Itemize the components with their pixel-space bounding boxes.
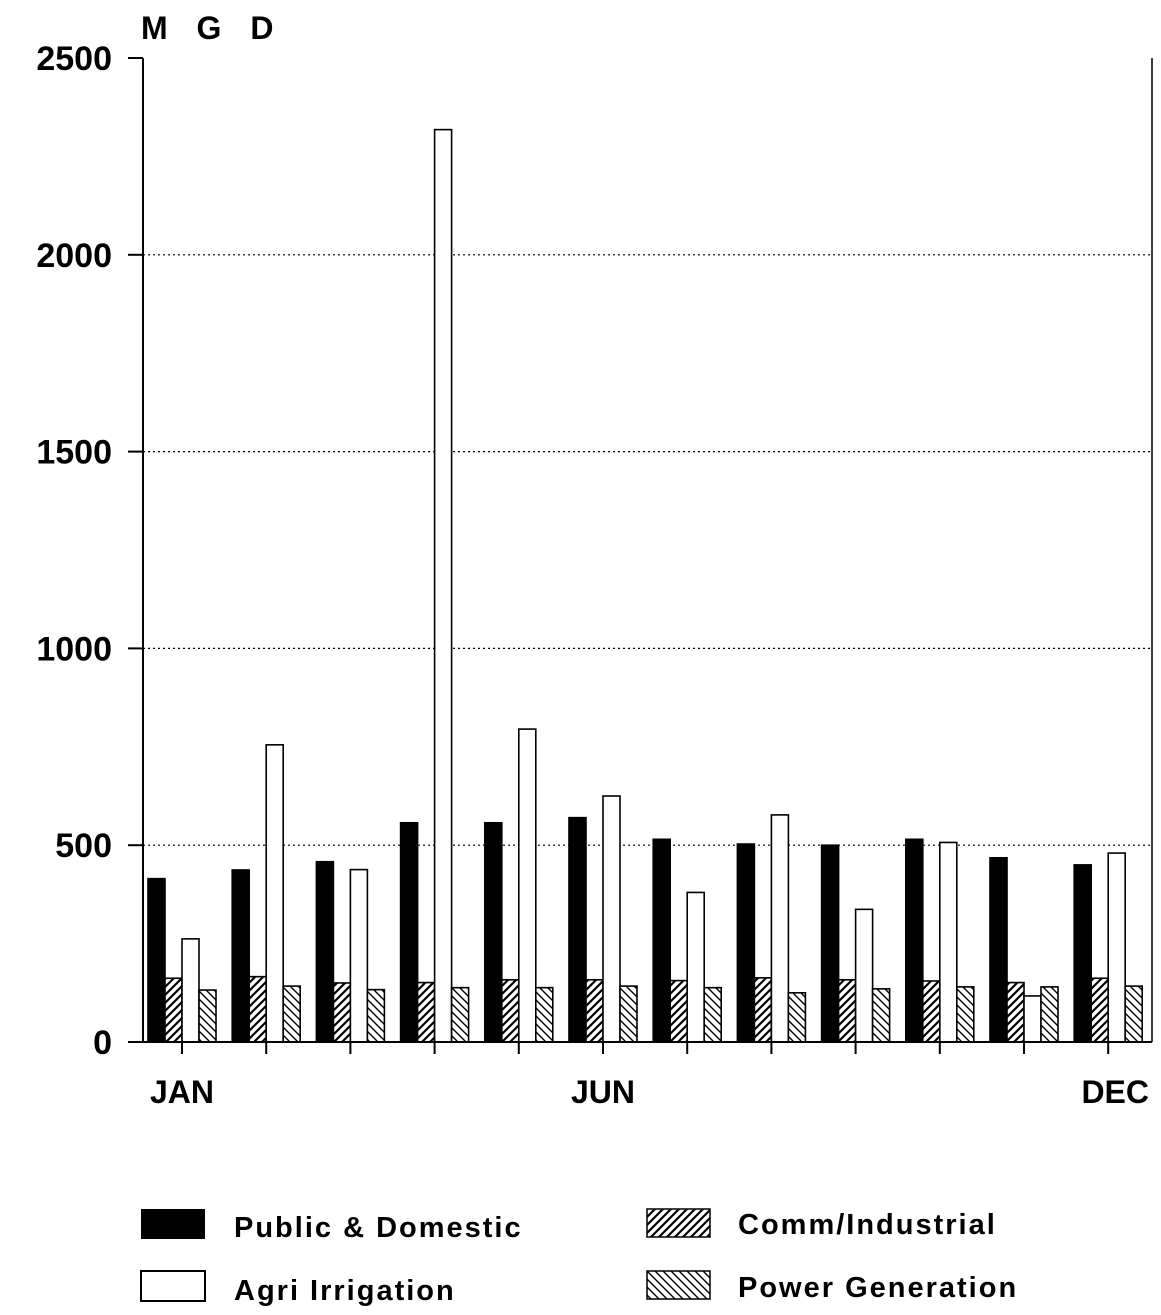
bar-power-generation-month-4 (450, 986, 470, 1043)
bar-agri-irrigation-month-11 (1023, 995, 1042, 1043)
bar-agri-irrigation-month-4 (433, 128, 453, 1043)
x-tick-label-jan: JAN (150, 1074, 214, 1110)
bar-power-generation-month-8 (787, 991, 807, 1043)
bars (147, 128, 1143, 1043)
bar-agri-irrigation-month-2 (265, 744, 285, 1043)
bar-power-generation-month-7 (703, 986, 723, 1043)
bar-public-domestic-month-7 (652, 838, 672, 1043)
bar-agri-irrigation-month-9 (854, 908, 874, 1043)
bar-comm-industrial-month-9 (837, 979, 857, 1043)
bar-public-domestic-month-8 (736, 843, 756, 1043)
bar-public-domestic-month-12 (1073, 864, 1092, 1043)
bar-public-domestic-month-4 (399, 821, 419, 1043)
bar-public-domestic-month-3 (315, 860, 335, 1043)
bar-power-generation-month-11 (1040, 986, 1059, 1043)
gridlines (143, 254, 1152, 846)
legend-label-public-domestic: Public & Domestic (234, 1212, 523, 1244)
bar-agri-irrigation-month-1 (181, 938, 200, 1043)
bar-public-domestic-month-9 (820, 844, 840, 1043)
bar-power-generation-month-12 (1124, 985, 1143, 1043)
bar-comm-industrial-month-10 (921, 980, 941, 1043)
x-tick-label-dec: DEC (1081, 1074, 1149, 1110)
y-tick-label: 2500 (36, 40, 112, 78)
bar-public-domestic-month-1 (147, 877, 166, 1043)
bar-comm-industrial-month-3 (332, 982, 352, 1043)
bar-comm-industrial-month-11 (1006, 981, 1025, 1043)
bar-power-generation-month-5 (534, 986, 554, 1043)
legend-swatch-agri-irrigation (140, 1270, 206, 1302)
legend-swatch-public-domestic (141, 1209, 205, 1239)
bar-power-generation-month-9 (871, 988, 891, 1043)
bar-comm-industrial-month-7 (669, 979, 689, 1043)
bar-comm-industrial-month-12 (1090, 977, 1109, 1043)
x-axis-ticks: JAN JUN DEC (150, 1042, 1149, 1110)
bar-agri-irrigation-month-3 (349, 868, 369, 1043)
bar-comm-industrial-month-4 (416, 981, 436, 1043)
bar-agri-irrigation-month-10 (938, 841, 958, 1043)
bar-power-generation-month-1 (198, 989, 217, 1043)
bar-public-domestic-month-10 (904, 838, 924, 1043)
y-axis-ticks: 0 500 1000 1500 2000 2500 (36, 40, 143, 1062)
bar-comm-industrial-month-2 (248, 975, 267, 1043)
legend-swatch-power-generation (646, 1270, 711, 1300)
bar-public-domestic-month-2 (231, 869, 250, 1043)
bar-public-domestic-month-11 (989, 856, 1008, 1043)
y-tick-label: 2000 (36, 237, 112, 275)
y-tick-label: 1000 (36, 630, 112, 668)
bar-public-domestic-month-6 (568, 816, 587, 1043)
bar-comm-industrial-month-5 (500, 979, 520, 1043)
bar-public-domestic-month-5 (483, 821, 503, 1043)
bar-power-generation-month-2 (282, 985, 302, 1043)
bar-power-generation-month-3 (366, 988, 386, 1043)
y-tick-label: 500 (55, 827, 112, 865)
y-axis-unit-label: M G D (141, 10, 283, 46)
y-tick-label: 1500 (36, 434, 112, 472)
bar-agri-irrigation-month-12 (1107, 852, 1126, 1043)
bar-agri-irrigation-month-5 (517, 728, 537, 1043)
bar-agri-irrigation-month-8 (770, 814, 790, 1043)
legend-label-comm-industrial: Comm/Industrial (738, 1209, 997, 1241)
legend-swatch-comm-industrial (646, 1208, 711, 1238)
y-tick-label: 0 (93, 1024, 112, 1062)
bar-power-generation-month-6 (619, 985, 638, 1043)
bar-comm-industrial-month-8 (753, 977, 773, 1043)
bar-agri-irrigation-month-6 (602, 795, 621, 1043)
x-tick-label-jun: JUN (571, 1074, 635, 1110)
bar-comm-industrial-month-1 (164, 977, 183, 1043)
bar-agri-irrigation-month-7 (686, 891, 706, 1043)
bar-power-generation-month-10 (955, 986, 975, 1043)
bar-comm-industrial-month-6 (585, 979, 604, 1043)
legend-label-power-generation: Power Generation (738, 1272, 1018, 1304)
legend: Public & Domestic Comm/Industrial Agri I… (140, 1208, 1018, 1307)
legend-label-agri-irrigation: Agri Irrigation (234, 1275, 456, 1307)
